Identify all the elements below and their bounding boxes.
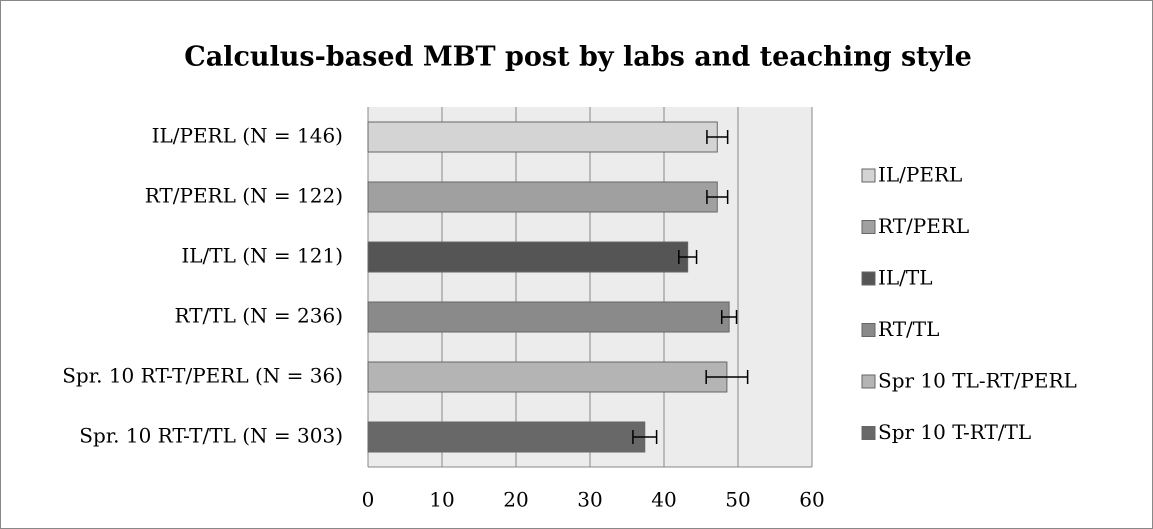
bar: [367, 301, 730, 333]
x-tick-label: 30: [577, 488, 602, 512]
error-bar: [720, 310, 738, 324]
legend-label: Spr 10 T-RT/TL: [878, 420, 1031, 444]
legend-swatch: [861, 220, 876, 234]
bar: [367, 181, 718, 213]
y-tick-label: IL/TL (N = 121): [181, 244, 343, 268]
bar: [367, 241, 689, 273]
chart-title: Calculus-based MBT post by labs and teac…: [184, 42, 972, 73]
x-tick-label: 60: [799, 488, 824, 512]
error-bar: [705, 370, 749, 384]
x-tick-label: 40: [651, 488, 676, 512]
legend-swatch: [861, 323, 876, 337]
error-bar: [706, 130, 729, 144]
error-bar: [678, 250, 698, 264]
legend-label: RT/TL: [878, 317, 939, 341]
x-tick-label: 20: [503, 488, 528, 512]
y-tick-label: RT/TL (N = 236): [174, 304, 343, 328]
bar: [367, 421, 646, 453]
bar: [367, 361, 728, 393]
error-bar: [706, 190, 729, 204]
x-tick-label: 10: [429, 488, 454, 512]
bar: [367, 121, 718, 153]
y-tick-label: RT/PERL (N = 122): [145, 184, 343, 208]
legend-label: Spr 10 TL-RT/PERL: [878, 369, 1077, 393]
y-tick-label: Spr. 10 RT-T/PERL (N = 36): [62, 364, 343, 388]
x-tick-label: 0: [362, 488, 375, 512]
legend-label: RT/PERL: [878, 214, 969, 238]
y-tick-label: Spr. 10 RT-T/TL (N = 303): [79, 424, 343, 448]
y-tick-label: IL/PERL (N = 146): [152, 124, 343, 148]
legend-label: IL/PERL: [878, 163, 962, 187]
error-bar: [632, 430, 658, 444]
legend-swatch: [861, 271, 876, 286]
x-tick-label: 50: [725, 488, 750, 512]
legend-swatch: [861, 374, 876, 389]
legend-label: IL/TL: [878, 266, 933, 290]
legend-swatch: [861, 426, 876, 440]
legend-swatch: [861, 168, 876, 183]
